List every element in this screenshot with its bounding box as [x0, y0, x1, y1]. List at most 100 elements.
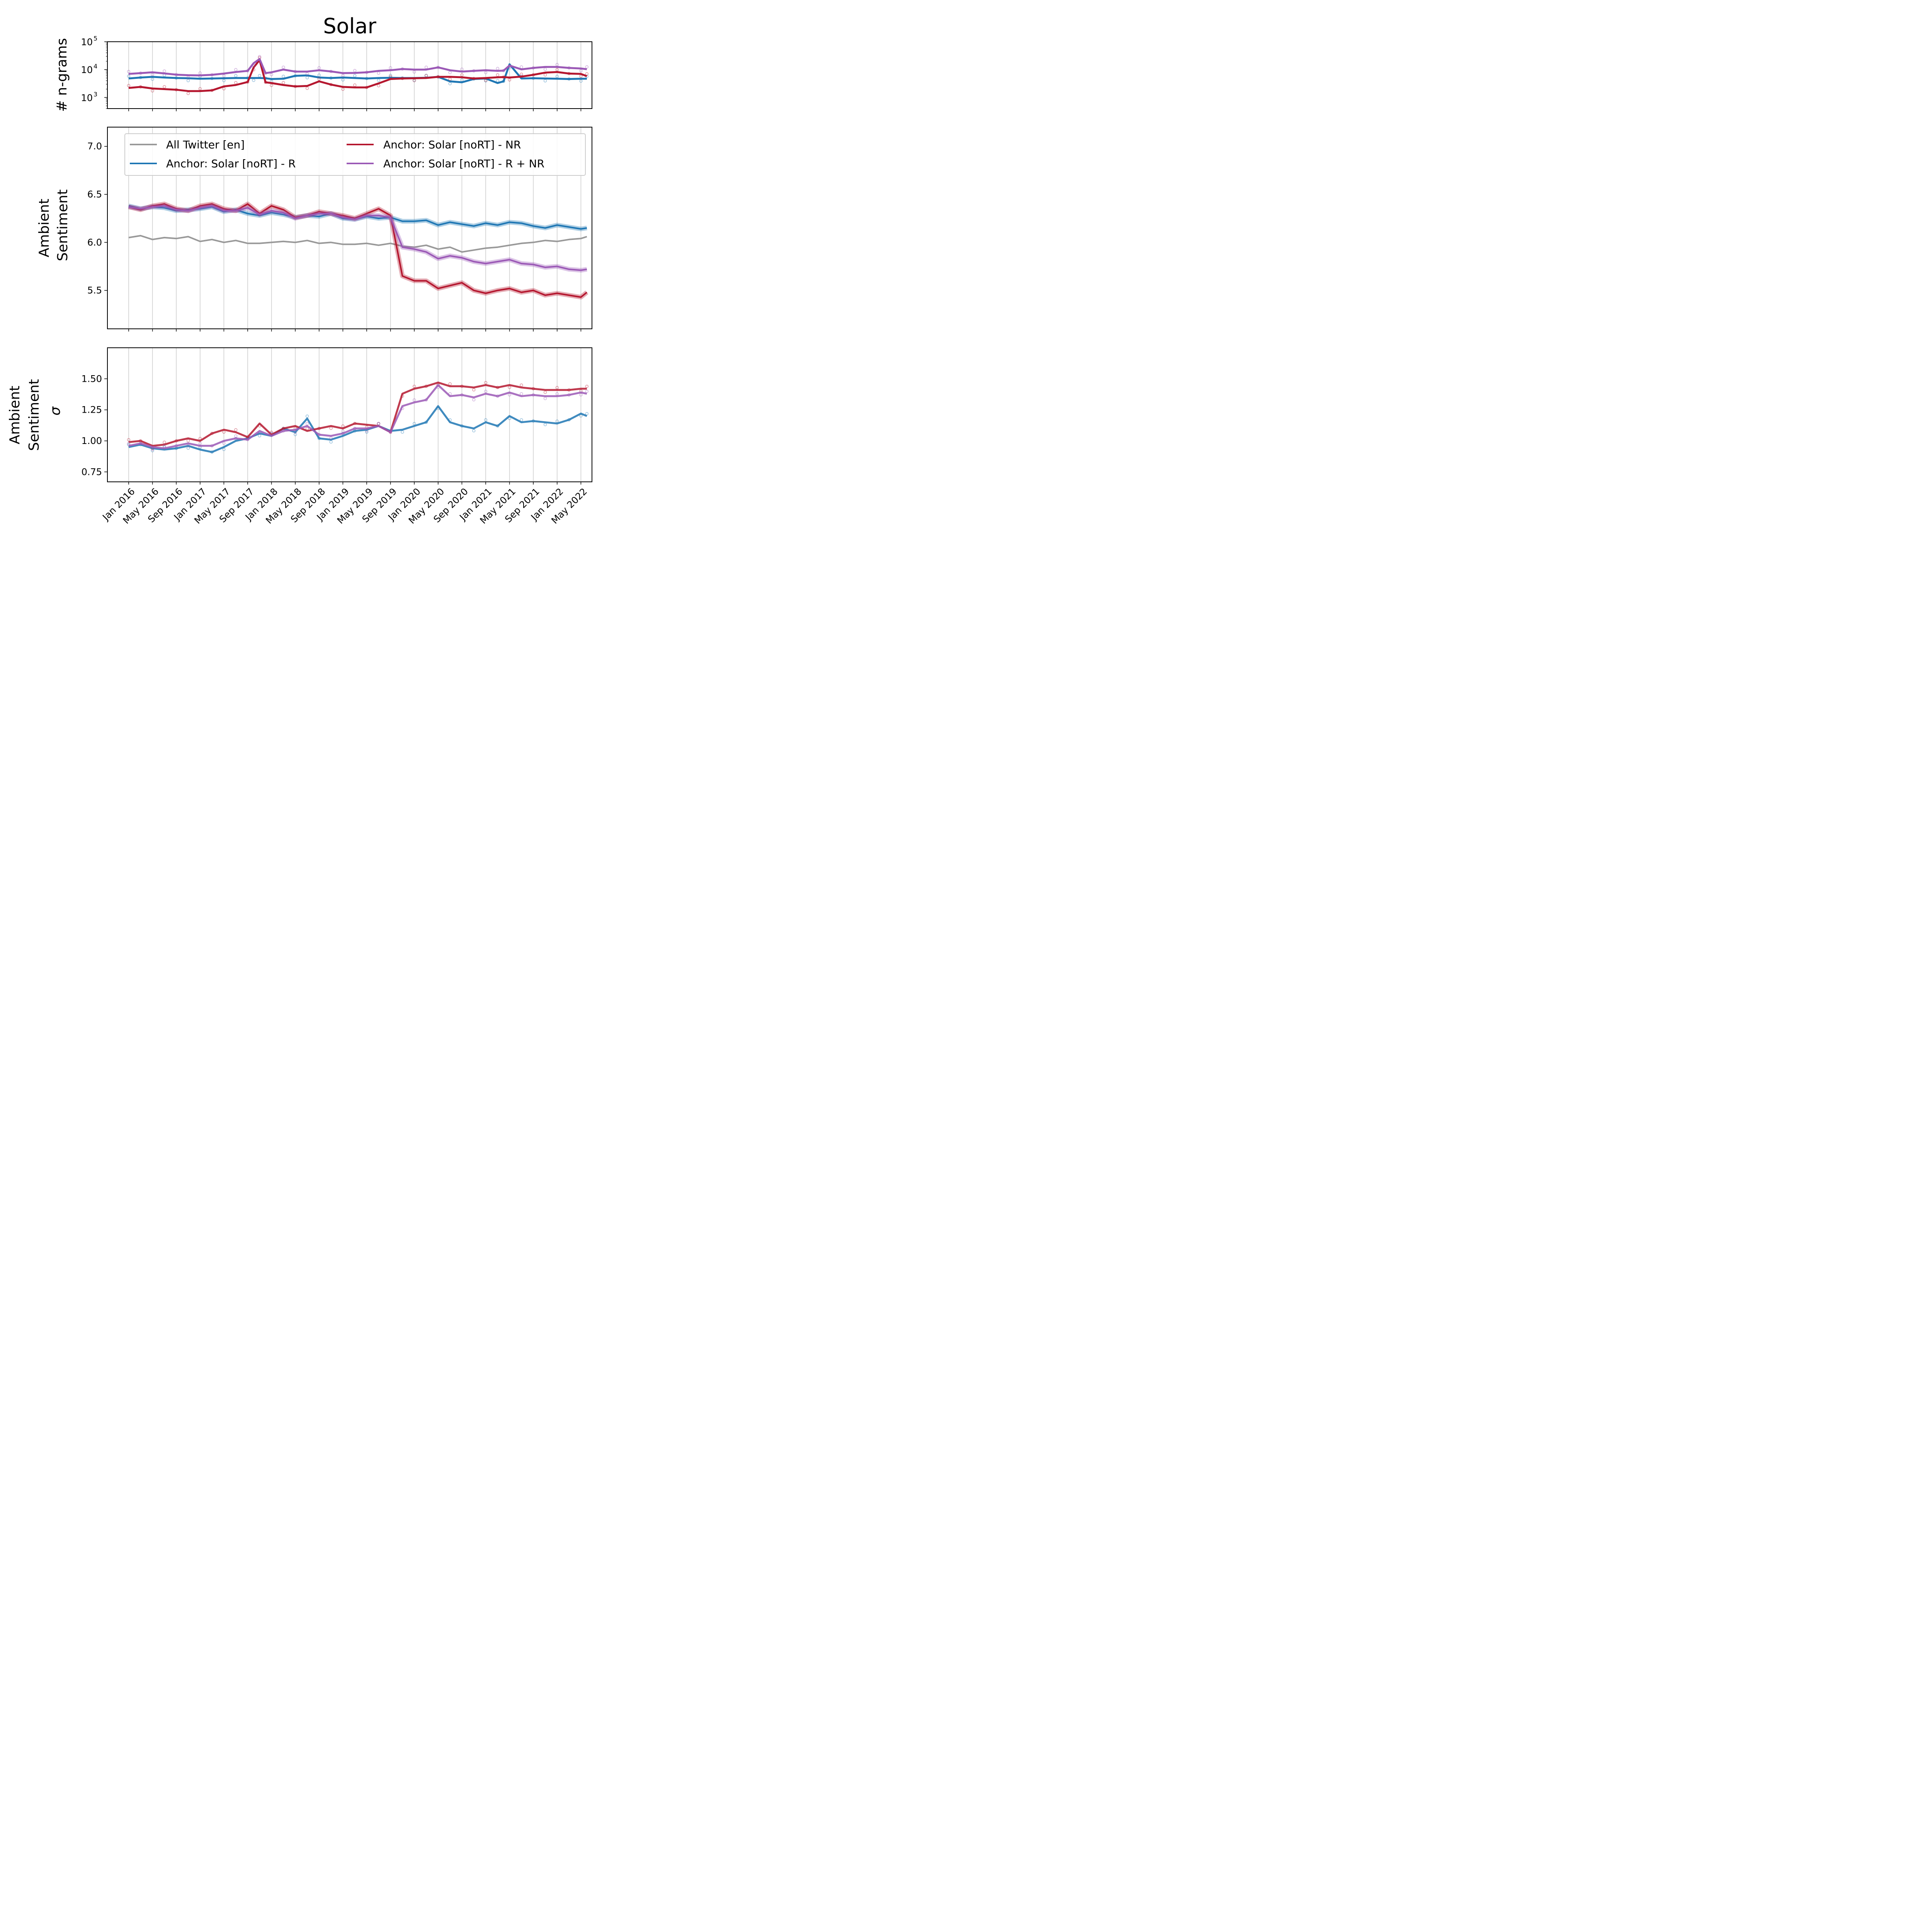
- data-point-r: [496, 79, 500, 83]
- data-point-r: [502, 80, 505, 83]
- data-point-r: [389, 73, 392, 77]
- series-line-r_nr: [128, 384, 587, 449]
- data-point-r: [258, 434, 262, 437]
- data-point-nr: [317, 427, 321, 430]
- data-point-r: [317, 437, 321, 440]
- data-point-r: [531, 419, 535, 423]
- sigma-panel: 0.75 1.00 1.25 1.50 Ambient Sentiment σ: [7, 347, 592, 485]
- series-line-nr: [128, 59, 587, 92]
- data-point-nr: [270, 430, 273, 434]
- data-point-nr: [163, 440, 166, 444]
- ngrams-plot-frame: [107, 41, 592, 109]
- data-point-nr: [282, 81, 285, 85]
- data-point-nr: [543, 390, 547, 394]
- data-point-nr: [424, 74, 428, 78]
- data-point-r_nr: [567, 66, 571, 70]
- data-point-r_nr: [496, 67, 500, 70]
- data-point-r_nr: [317, 66, 321, 70]
- data-point-r: [460, 424, 464, 428]
- data-point-r: [317, 73, 321, 77]
- data-point-r_nr: [139, 442, 143, 445]
- data-point-nr: [163, 85, 166, 88]
- data-point-nr: [520, 73, 523, 76]
- data-point-r_nr: [365, 429, 369, 433]
- data-point-r_nr: [151, 73, 154, 77]
- data-point-nr: [401, 77, 404, 80]
- data-point-nr: [543, 73, 547, 77]
- data-point-nr: [412, 79, 416, 82]
- data-point-nr: [424, 384, 428, 388]
- data-point-r_nr: [448, 71, 452, 75]
- data-point-r: [377, 78, 381, 82]
- data-point-r_nr: [252, 64, 255, 67]
- sigma-grid: [128, 348, 582, 482]
- data-point-r_nr: [270, 432, 273, 435]
- data-point-nr: [567, 388, 571, 392]
- data-point-r_nr: [448, 392, 452, 396]
- data-point-r: [222, 79, 226, 82]
- data-point-r_nr: [377, 71, 381, 75]
- data-point-r: [555, 75, 559, 78]
- ambient-y-tick-label: 5.5: [87, 285, 102, 296]
- data-point-nr: [460, 73, 464, 77]
- data-point-nr: [555, 68, 559, 71]
- data-point-nr: [555, 386, 559, 389]
- data-point-r: [567, 77, 571, 81]
- ambient-x-ticks: [128, 329, 582, 332]
- data-point-nr: [353, 83, 357, 87]
- data-point-r_nr: [460, 393, 464, 397]
- series-line-nr: [128, 381, 587, 447]
- data-point-r_nr: [484, 71, 488, 75]
- data-point-nr: [139, 439, 143, 443]
- data-point-r: [234, 74, 238, 78]
- ngrams-series: [127, 55, 589, 95]
- data-point-r_nr: [508, 393, 511, 396]
- data-point-r: [139, 76, 143, 79]
- data-point-r: [424, 73, 428, 77]
- data-point-r: [210, 77, 214, 80]
- data-point-r_nr: [222, 74, 226, 78]
- data-point-nr: [484, 381, 488, 384]
- data-point-r: [282, 75, 285, 78]
- data-point-r: [412, 422, 416, 425]
- data-point-r_nr: [585, 389, 589, 393]
- data-point-r_nr: [502, 69, 505, 73]
- data-point-r: [329, 76, 333, 80]
- data-point-r: [460, 78, 464, 82]
- data-point-r_nr: [210, 73, 214, 77]
- sigma-x-ticks: [128, 482, 582, 485]
- data-point-nr: [389, 75, 392, 78]
- data-point-r_nr: [531, 66, 535, 70]
- data-point-r_nr: [293, 430, 297, 434]
- data-point-r_nr: [282, 65, 285, 69]
- ngrams-y-tick-exponent: 4: [94, 63, 97, 70]
- data-point-r_nr: [293, 70, 297, 73]
- data-point-nr: [353, 422, 357, 425]
- data-point-r_nr: [412, 70, 416, 74]
- data-point-nr: [252, 68, 255, 71]
- data-point-r_nr: [389, 66, 392, 70]
- ngrams-y-tick-label: 10: [81, 65, 93, 75]
- data-point-r: [365, 77, 369, 80]
- data-point-r_nr: [579, 69, 583, 73]
- data-point-nr: [341, 87, 345, 91]
- data-point-r_nr: [436, 66, 440, 69]
- sigma-series: [127, 381, 589, 454]
- data-point-r_nr: [543, 67, 547, 71]
- sigma-y-axis-title-line2: Sentiment: [26, 379, 42, 451]
- ngrams-y-tick-label: 10: [81, 92, 93, 103]
- data-point-nr: [496, 386, 500, 389]
- data-point-r_nr: [246, 69, 250, 73]
- data-point-r: [401, 430, 404, 434]
- data-point-r: [341, 78, 345, 82]
- data-point-nr: [127, 84, 131, 87]
- data-point-r_nr: [555, 63, 559, 66]
- data-point-r_nr: [151, 447, 154, 451]
- sigma-plot-frame: [107, 347, 592, 482]
- data-point-r: [353, 429, 357, 433]
- data-point-nr: [246, 80, 250, 84]
- data-point-r_nr: [424, 65, 428, 69]
- legend-label-all-twitter: All Twitter [en]: [166, 138, 245, 151]
- data-point-nr: [210, 88, 214, 92]
- data-point-r_nr: [353, 427, 357, 430]
